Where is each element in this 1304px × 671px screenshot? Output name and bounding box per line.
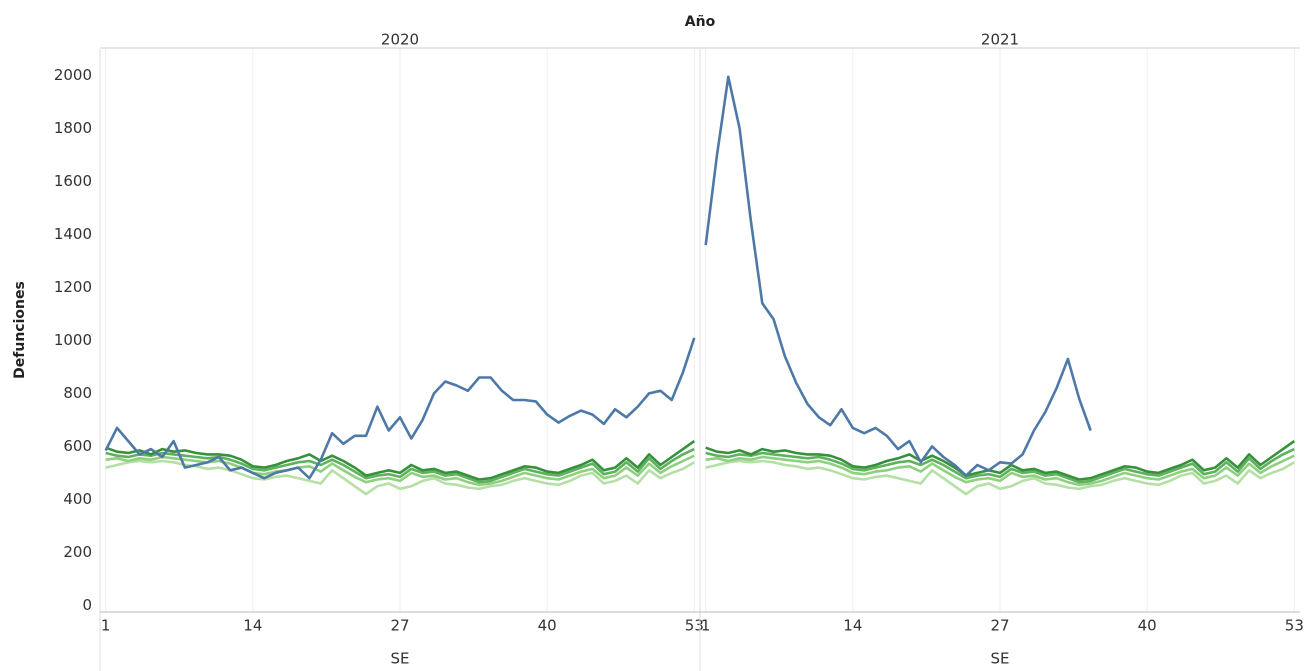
header-title: Año bbox=[685, 14, 716, 30]
x-tick-label: 1 bbox=[701, 617, 711, 635]
y-tick-label: 1400 bbox=[54, 225, 92, 243]
data-line bbox=[105, 447, 695, 484]
data-line bbox=[705, 440, 1296, 481]
y-tick-label: 200 bbox=[63, 543, 92, 561]
data-line bbox=[105, 440, 696, 481]
y-tick-label: 0 bbox=[82, 596, 92, 614]
x-tick-label: 14 bbox=[843, 617, 862, 635]
data-line bbox=[705, 454, 1295, 487]
data-line bbox=[704, 75, 1092, 477]
x-tick-label: 1 bbox=[101, 617, 111, 635]
y-tick-label: 2000 bbox=[54, 66, 92, 84]
y-tick-label: 800 bbox=[63, 384, 92, 402]
data-line bbox=[705, 459, 1295, 496]
x-tick-label: 40 bbox=[1138, 617, 1157, 635]
x-tick-label: 40 bbox=[538, 617, 557, 635]
y-tick-label: 1200 bbox=[54, 278, 92, 296]
data-line bbox=[105, 459, 695, 496]
x-tick-label: 14 bbox=[243, 617, 262, 635]
data-line bbox=[705, 447, 1295, 484]
x-axis-label: SE bbox=[991, 650, 1010, 668]
data-line bbox=[104, 337, 696, 480]
y-axis-label: Defunciones bbox=[12, 281, 28, 379]
y-tick-label: 1800 bbox=[54, 119, 92, 137]
y-tick-label: 1600 bbox=[54, 172, 92, 190]
panel-title: 2021 bbox=[981, 31, 1019, 49]
y-tick-label: 400 bbox=[63, 490, 92, 508]
x-tick-label: 53 bbox=[1285, 617, 1304, 635]
x-tick-label: 27 bbox=[390, 617, 409, 635]
panel-title: 2020 bbox=[381, 31, 419, 49]
x-axis-label: SE bbox=[391, 650, 410, 668]
x-tick-label: 53 bbox=[685, 617, 704, 635]
x-tick-label: 27 bbox=[990, 617, 1009, 635]
y-tick-label: 1000 bbox=[54, 331, 92, 349]
y-tick-label: 600 bbox=[63, 437, 92, 455]
